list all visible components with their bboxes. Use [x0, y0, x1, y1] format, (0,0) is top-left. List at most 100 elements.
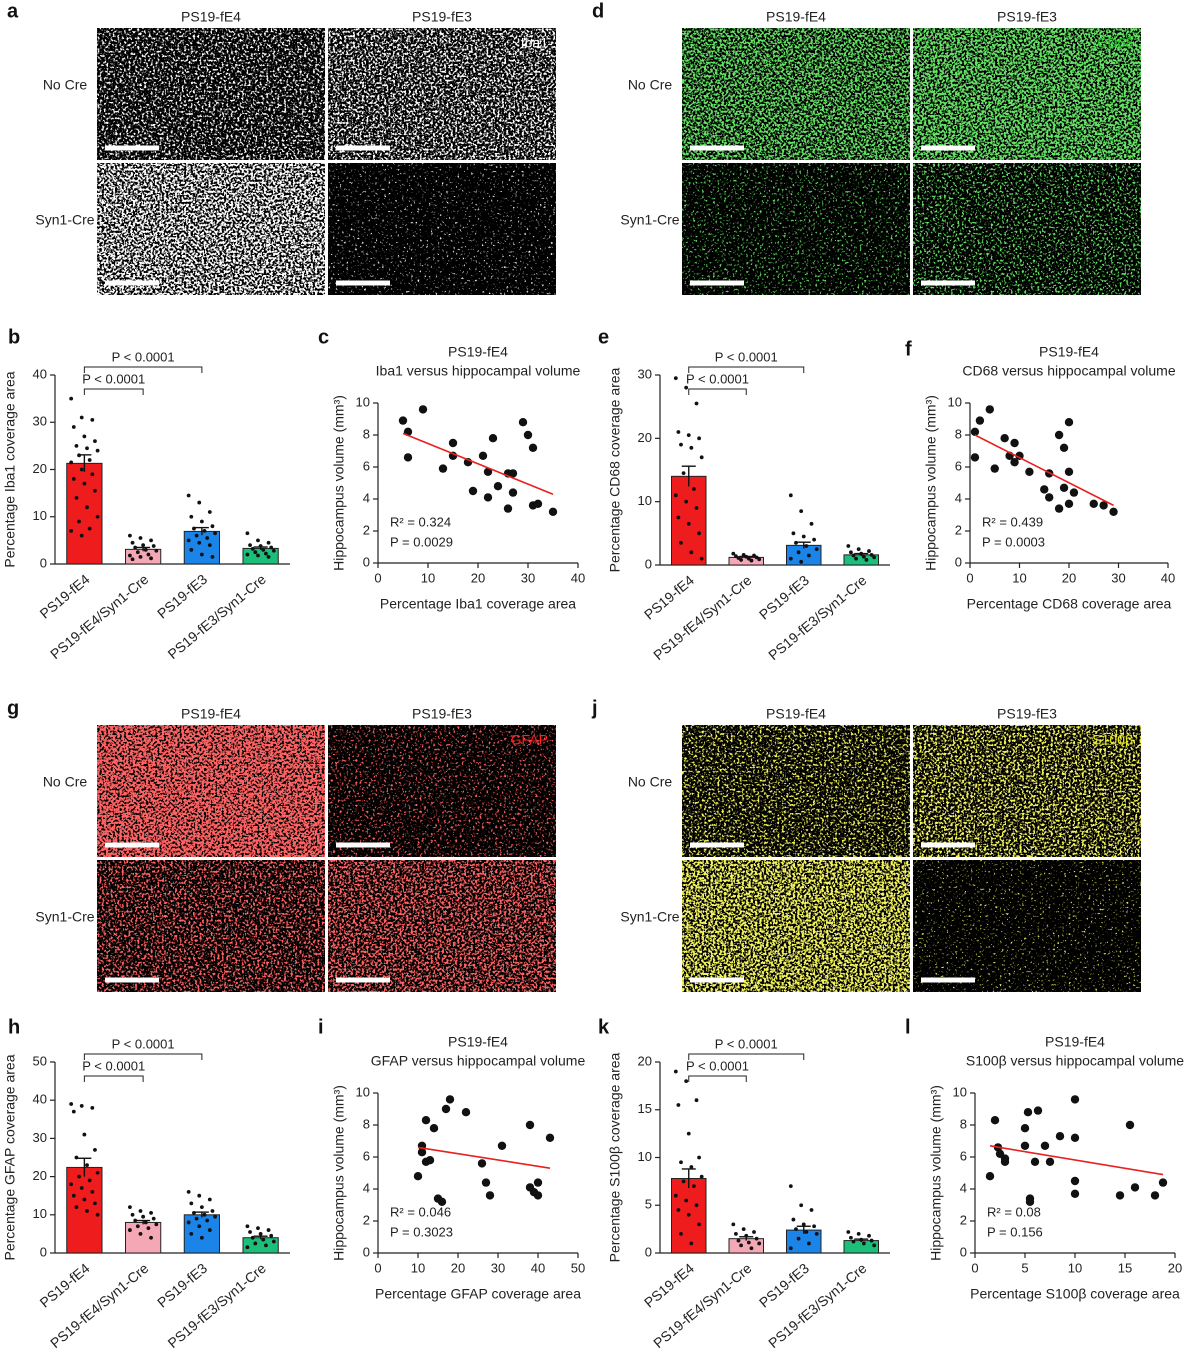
data-point — [93, 1147, 97, 1152]
data-point — [867, 549, 871, 553]
data-point — [1025, 1197, 1035, 1207]
significance-label: P < 0.0001 — [715, 349, 778, 364]
data-point — [1059, 443, 1069, 452]
data-point — [128, 1228, 132, 1232]
data-point — [692, 487, 696, 491]
micrograph-signal — [682, 28, 910, 160]
data-point — [731, 1222, 736, 1227]
data-point — [788, 556, 793, 561]
panel-letter: i — [318, 1016, 324, 1038]
data-point — [679, 540, 683, 545]
data-point — [269, 1233, 274, 1238]
y-tick-label: 10 — [638, 1149, 652, 1164]
data-point — [697, 1155, 701, 1160]
data-point — [425, 1156, 435, 1165]
data-point — [205, 1218, 210, 1223]
data-point — [207, 543, 212, 547]
micrograph-signal — [328, 860, 556, 992]
x-tick-label: 20 — [1168, 1260, 1182, 1275]
significance-label: P < 0.0001 — [112, 349, 175, 364]
data-point — [814, 1232, 819, 1236]
y-tick-label: 0 — [363, 1244, 370, 1259]
panel-letter: j — [591, 697, 598, 719]
y-tick-label: 6 — [363, 1148, 370, 1163]
data-point — [1064, 418, 1074, 427]
data-point — [1125, 1120, 1135, 1130]
chart-title: PS19-fE4 — [1039, 344, 1099, 360]
data-point — [199, 552, 204, 557]
row-label: Syn1-Cre — [620, 212, 679, 228]
data-point — [128, 553, 132, 558]
data-point — [861, 554, 866, 559]
data-point — [970, 453, 980, 462]
data-point — [269, 545, 274, 550]
chart-title: PS19-fE4 — [448, 344, 508, 360]
row-label: No Cre — [628, 774, 673, 790]
data-point — [189, 547, 194, 552]
data-point — [1099, 501, 1108, 510]
data-point — [95, 1170, 100, 1175]
column-label: PS19-fE4 — [181, 706, 241, 722]
data-point — [869, 552, 874, 557]
data-point — [694, 1098, 699, 1103]
data-point — [90, 1189, 95, 1194]
data-point — [403, 453, 413, 462]
data-point — [867, 1233, 871, 1238]
x-tick-label: 10 — [1012, 570, 1026, 585]
data-point — [1020, 1141, 1030, 1151]
data-point — [812, 1224, 816, 1229]
y-tick-label: 30 — [638, 366, 652, 381]
x-tick-label: 40 — [571, 570, 585, 585]
data-point — [488, 434, 498, 443]
data-point — [794, 540, 798, 545]
data-point — [398, 416, 408, 425]
data-point — [791, 531, 796, 536]
data-point — [256, 553, 260, 558]
data-point — [69, 460, 74, 465]
data-point — [851, 1239, 856, 1244]
micrograph-signal — [913, 725, 1141, 857]
x-axis-label: Percentage GFAP coverage area — [375, 1286, 581, 1302]
x-axis-label: Percentage CD68 coverage area — [967, 596, 1172, 612]
data-point — [731, 551, 736, 556]
data-point — [749, 558, 754, 563]
fit-line — [989, 1145, 1164, 1176]
data-point — [245, 1245, 250, 1250]
data-point — [699, 556, 704, 561]
row-label: No Cre — [628, 77, 673, 93]
data-point — [804, 1230, 809, 1234]
y-tick-label: 10 — [33, 1206, 47, 1221]
significance-label: P < 0.0001 — [686, 371, 749, 386]
data-point — [749, 1246, 754, 1251]
x-tick-label: PS19-fE3/Syn1-Cre — [765, 572, 870, 663]
data-point — [189, 1201, 194, 1206]
data-point — [975, 416, 985, 425]
y-tick-label: 30 — [33, 414, 47, 429]
y-tick-label: 0 — [40, 555, 47, 570]
data-point — [692, 1184, 696, 1189]
data-point — [518, 418, 528, 427]
data-point — [138, 536, 143, 540]
data-point — [437, 1197, 447, 1207]
data-point — [154, 548, 159, 553]
y-tick-label: 10 — [948, 394, 962, 409]
column-label: PS19-fE4 — [181, 9, 241, 25]
data-point — [809, 1208, 814, 1212]
data-point — [256, 538, 260, 543]
x-tick-label: 20 — [451, 1260, 465, 1275]
data-point — [130, 540, 135, 545]
y-tick-label: 4 — [363, 490, 370, 505]
data-point — [82, 481, 87, 486]
bar — [671, 475, 707, 566]
data-point — [676, 430, 681, 434]
data-point — [207, 510, 212, 514]
data-point — [248, 1230, 252, 1234]
data-point — [508, 469, 518, 478]
data-point — [202, 529, 207, 533]
data-point — [77, 453, 81, 458]
data-point — [1020, 1124, 1030, 1133]
data-point — [77, 519, 81, 524]
data-point — [861, 1241, 866, 1246]
data-point — [679, 442, 683, 447]
row-label: Syn1-Cre — [35, 909, 94, 925]
